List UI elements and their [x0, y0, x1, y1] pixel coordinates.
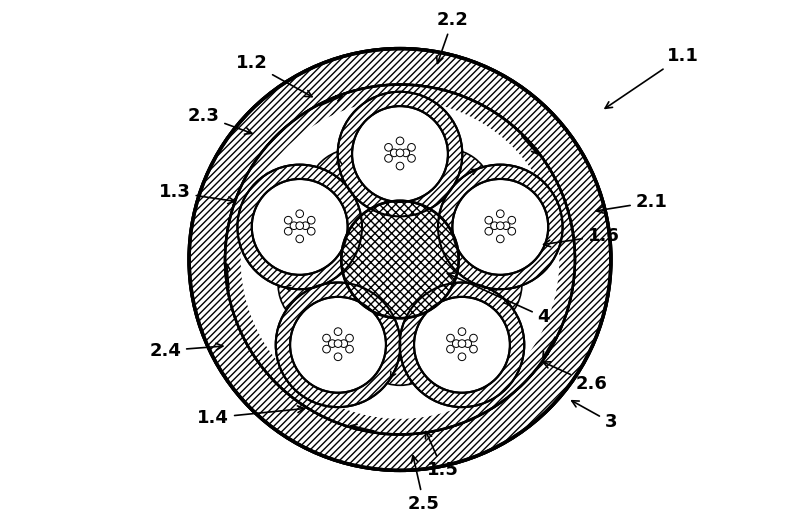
Circle shape — [290, 297, 386, 393]
Circle shape — [225, 85, 575, 434]
Text: 2.5: 2.5 — [408, 456, 440, 513]
Circle shape — [396, 137, 404, 145]
Circle shape — [342, 201, 458, 318]
Circle shape — [452, 340, 460, 347]
Text: 1.4: 1.4 — [197, 406, 304, 427]
Circle shape — [338, 92, 462, 216]
Text: 2.6: 2.6 — [543, 362, 608, 393]
Circle shape — [385, 155, 392, 162]
Circle shape — [396, 149, 404, 157]
Text: 1.3: 1.3 — [159, 183, 235, 203]
Circle shape — [296, 222, 303, 229]
Circle shape — [414, 297, 510, 393]
Circle shape — [241, 100, 559, 419]
Circle shape — [225, 85, 575, 434]
Circle shape — [346, 334, 354, 342]
Text: 2.1: 2.1 — [596, 193, 667, 213]
Text: 4: 4 — [447, 273, 550, 326]
Circle shape — [485, 216, 493, 224]
Circle shape — [452, 179, 548, 275]
Circle shape — [490, 222, 498, 229]
Circle shape — [485, 227, 493, 235]
Circle shape — [334, 353, 342, 361]
Circle shape — [497, 235, 504, 243]
Circle shape — [408, 144, 415, 151]
Circle shape — [502, 222, 510, 229]
Ellipse shape — [310, 149, 366, 199]
Circle shape — [189, 49, 611, 470]
Circle shape — [296, 235, 303, 243]
Circle shape — [340, 340, 348, 347]
Circle shape — [497, 222, 504, 229]
Text: 2.4: 2.4 — [150, 342, 223, 360]
Circle shape — [346, 345, 354, 353]
Text: 1.6: 1.6 — [543, 226, 620, 247]
Circle shape — [470, 334, 478, 342]
Text: 2.3: 2.3 — [187, 107, 252, 134]
Text: 3: 3 — [572, 401, 617, 431]
Circle shape — [458, 353, 466, 361]
Circle shape — [238, 165, 362, 289]
Circle shape — [284, 216, 292, 224]
Circle shape — [402, 149, 410, 157]
Circle shape — [322, 345, 330, 353]
Circle shape — [334, 340, 342, 347]
Circle shape — [497, 210, 504, 217]
Circle shape — [189, 49, 611, 470]
Text: 1.1: 1.1 — [605, 47, 698, 108]
Circle shape — [334, 328, 342, 335]
Circle shape — [322, 334, 330, 342]
Text: 1.5: 1.5 — [426, 431, 459, 480]
Circle shape — [296, 210, 303, 217]
Circle shape — [508, 227, 516, 235]
Circle shape — [352, 106, 448, 202]
Circle shape — [438, 165, 562, 289]
Circle shape — [276, 282, 400, 407]
Circle shape — [458, 340, 466, 347]
Ellipse shape — [278, 262, 322, 322]
Circle shape — [385, 144, 392, 151]
Circle shape — [307, 216, 315, 224]
Circle shape — [464, 340, 471, 347]
Circle shape — [290, 222, 298, 229]
Ellipse shape — [369, 345, 431, 385]
Circle shape — [508, 216, 516, 224]
Circle shape — [400, 282, 524, 407]
Circle shape — [396, 162, 404, 170]
Text: 1.2: 1.2 — [235, 54, 312, 97]
Circle shape — [408, 155, 415, 162]
Circle shape — [458, 328, 466, 335]
Ellipse shape — [478, 262, 522, 322]
Circle shape — [470, 345, 478, 353]
Circle shape — [446, 345, 454, 353]
Circle shape — [390, 149, 398, 157]
Ellipse shape — [434, 149, 490, 199]
Circle shape — [284, 227, 292, 235]
Circle shape — [329, 340, 336, 347]
Circle shape — [252, 179, 348, 275]
Circle shape — [446, 334, 454, 342]
Circle shape — [302, 222, 310, 229]
Text: 2.2: 2.2 — [437, 11, 469, 63]
Circle shape — [307, 227, 315, 235]
